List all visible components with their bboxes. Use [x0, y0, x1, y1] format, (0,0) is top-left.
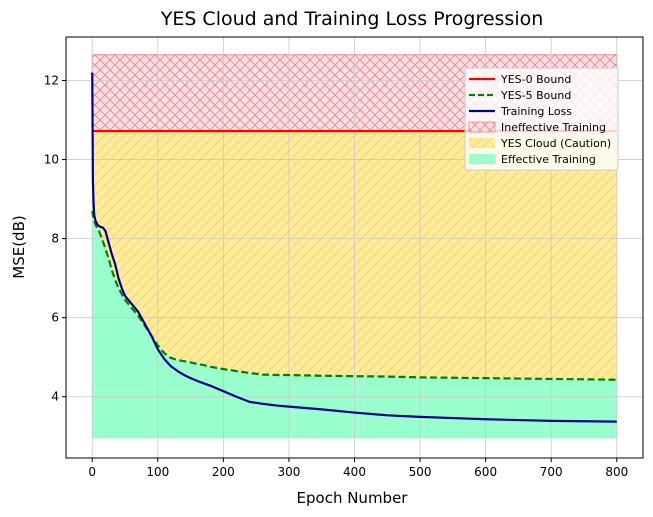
x-tick-label: 300 — [277, 465, 300, 479]
x-tick-label: 100 — [146, 465, 169, 479]
x-tick-label: 800 — [605, 465, 628, 479]
series-line-training-loss — [91, 72, 617, 423]
y-tick-label: 4 — [51, 390, 59, 404]
legend-swatch-hatch — [469, 138, 495, 148]
legend-label: Ineffective Training — [501, 121, 606, 134]
y-tick-label: 8 — [51, 232, 59, 246]
y-tick-label: 12 — [44, 73, 59, 87]
legend-swatch-hatch — [468, 121, 496, 133]
x-tick-label: 200 — [212, 465, 235, 479]
y-tick-label: 10 — [44, 153, 59, 167]
y-axis-label: MSE(dB) — [10, 215, 28, 278]
legend-label: YES-0 Bound — [500, 73, 571, 86]
legend-label: YES Cloud (Caution) — [500, 137, 611, 150]
x-axis-label: Epoch Number — [297, 489, 409, 507]
series-line-yes-5-bound — [91, 210, 617, 381]
x-tick-label: 700 — [540, 465, 563, 479]
x-tick-label: 500 — [409, 465, 432, 479]
y-tick-label: 6 — [51, 311, 59, 325]
legend-swatch — [469, 154, 495, 164]
x-tick-label: 0 — [88, 465, 96, 479]
legend-label: Training Loss — [500, 105, 572, 118]
legend: YES-0 Bound YES-5 Bound Training Loss Ineff… — [464, 67, 619, 171]
x-tick-label: 400 — [343, 465, 366, 479]
ticks-layer: 0 100 200 300 400 500 600 700 800 4 6 8 10 12 — [44, 73, 629, 479]
x-tick-label: 600 — [474, 465, 497, 479]
chart-title: YES Cloud and Training Loss Progression — [160, 8, 544, 30]
legend-box — [464, 67, 619, 171]
legend-label: YES-5 Bound — [500, 89, 571, 102]
legend-label: Effective Training — [501, 153, 596, 166]
